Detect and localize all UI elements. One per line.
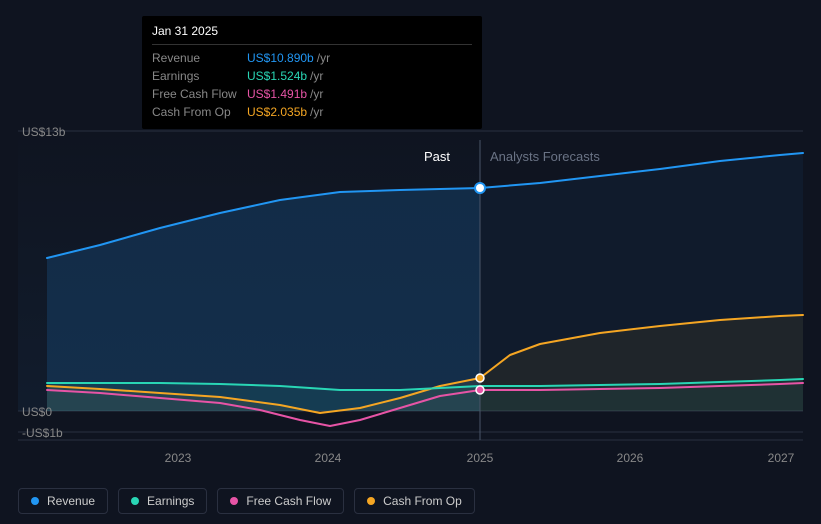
tooltip-row: Free Cash FlowUS$1.491b/yr bbox=[152, 85, 472, 103]
tooltip-row-label: Earnings bbox=[152, 69, 247, 83]
tooltip-date: Jan 31 2025 bbox=[152, 24, 472, 45]
tooltip-row-suffix: /yr bbox=[310, 69, 323, 83]
legend-item[interactable]: Cash From Op bbox=[354, 488, 475, 514]
tooltip-row-suffix: /yr bbox=[310, 105, 323, 119]
section-label-past: Past bbox=[424, 149, 450, 164]
legend-item-label: Earnings bbox=[147, 494, 194, 508]
tooltip-row: Cash From OpUS$2.035b/yr bbox=[152, 103, 472, 121]
y-tick-label: US$0 bbox=[22, 405, 52, 419]
legend-item[interactable]: Revenue bbox=[18, 488, 108, 514]
tooltip-row-value: US$1.491b bbox=[247, 87, 307, 101]
tooltip-row-suffix: /yr bbox=[317, 51, 330, 65]
tooltip-row-label: Revenue bbox=[152, 51, 247, 65]
legend-item[interactable]: Earnings bbox=[118, 488, 207, 514]
y-tick-label: -US$1b bbox=[22, 426, 63, 440]
tooltip-row-value: US$10.890b bbox=[247, 51, 314, 65]
tooltip-row-label: Cash From Op bbox=[152, 105, 247, 119]
x-tick-label: 2023 bbox=[165, 451, 192, 465]
tooltip-row-suffix: /yr bbox=[310, 87, 323, 101]
chart-tooltip: Jan 31 2025 RevenueUS$10.890b/yrEarnings… bbox=[142, 16, 482, 129]
y-tick-label: US$13b bbox=[22, 125, 65, 139]
legend-item-label: Free Cash Flow bbox=[246, 494, 331, 508]
legend-dot-icon bbox=[31, 497, 39, 505]
tooltip-row: RevenueUS$10.890b/yr bbox=[152, 49, 472, 67]
legend-item[interactable]: Free Cash Flow bbox=[217, 488, 344, 514]
legend-item-label: Revenue bbox=[47, 494, 95, 508]
legend-dot-icon bbox=[367, 497, 375, 505]
x-tick-label: 2026 bbox=[617, 451, 644, 465]
financials-chart: US$13b US$0 -US$1b 2023 2024 2025 2026 2… bbox=[0, 0, 821, 524]
x-tick-label: 2025 bbox=[467, 451, 494, 465]
tooltip-row: EarningsUS$1.524b/yr bbox=[152, 67, 472, 85]
x-tick-label: 2027 bbox=[768, 451, 795, 465]
x-tick-label: 2024 bbox=[315, 451, 342, 465]
tooltip-row-value: US$1.524b bbox=[247, 69, 307, 83]
legend-dot-icon bbox=[131, 497, 139, 505]
legend-item-label: Cash From Op bbox=[383, 494, 462, 508]
section-label-forecast: Analysts Forecasts bbox=[490, 149, 600, 164]
legend-dot-icon bbox=[230, 497, 238, 505]
tooltip-row-value: US$2.035b bbox=[247, 105, 307, 119]
tooltip-row-label: Free Cash Flow bbox=[152, 87, 247, 101]
chart-legend: Revenue Earnings Free Cash Flow Cash From O… bbox=[18, 488, 475, 514]
